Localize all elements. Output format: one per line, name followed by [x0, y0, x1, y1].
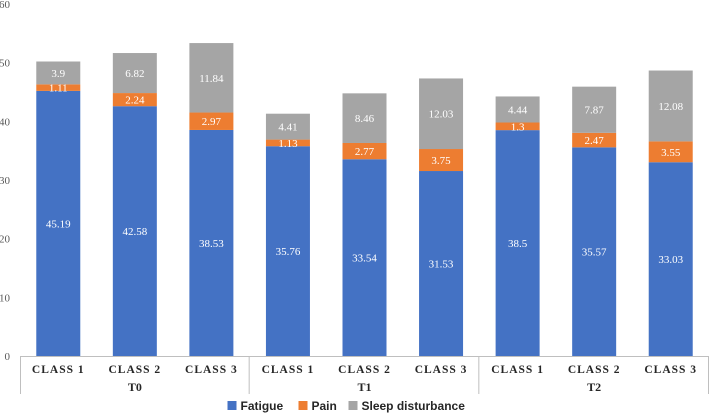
bar-sleep-disturbance [112, 53, 157, 94]
y-tick-label: 20 [0, 234, 11, 246]
category-label: CLASS 2 [568, 364, 621, 376]
data-label: 42.58 [122, 226, 147, 238]
y-tick-label: 10 [0, 292, 11, 304]
category-label: CLASS 3 [415, 364, 468, 376]
bar-sleep-disturbance [419, 78, 464, 150]
legend-swatch [298, 401, 308, 410]
group-label: T1 [357, 380, 371, 394]
bar-pain [342, 142, 387, 160]
axes: 0 10 20 30 40 50 60 [0, 0, 709, 363]
category-label: CLASS 3 [185, 364, 238, 376]
data-label: 1.13 [278, 138, 298, 150]
data-label: 38.53 [199, 238, 224, 250]
data-label: 12.03 [429, 109, 454, 121]
category-label: CLASS 3 [644, 364, 697, 376]
legend-item: Pain [312, 399, 337, 413]
data-label: 38.5 [508, 238, 528, 250]
data-label: 2.47 [585, 135, 605, 147]
category-label: CLASS 1 [32, 364, 85, 376]
category-label: CLASS 1 [491, 364, 544, 376]
bar-pain [419, 149, 464, 172]
y-tick-label: 30 [0, 175, 11, 187]
bar-pain [112, 93, 157, 107]
bar-pain [189, 112, 234, 130]
data-label: 6.82 [125, 68, 144, 80]
y-tick-label: 60 [0, 0, 11, 11]
bar-pain [36, 84, 81, 91]
data-label: 1.3 [511, 121, 525, 133]
y-tick-label: 50 [0, 58, 11, 70]
bar-sleep-disturbance [572, 86, 617, 133]
legend-swatch [348, 401, 358, 410]
bar-sleep-disturbance [648, 70, 693, 142]
bar-fatigue [265, 146, 310, 356]
data-label: 45.19 [46, 218, 71, 230]
y-tick-label: 40 [0, 116, 11, 128]
data-label: 11.84 [199, 73, 224, 85]
data-label: 2.77 [355, 146, 375, 158]
bar-fatigue [112, 106, 157, 357]
bar-fatigue [36, 90, 81, 357]
data-label: 12.08 [658, 101, 683, 113]
data-label: 3.9 [51, 68, 65, 80]
data-label: 3.55 [661, 147, 681, 159]
bar-fatigue [189, 129, 234, 356]
data-label: 2.97 [202, 116, 222, 128]
data-label: 1.11 [49, 83, 68, 95]
bar-sleep-disturbance [265, 113, 310, 140]
data-label: 33.03 [658, 254, 683, 266]
bar-pain [265, 139, 310, 147]
bar-sleep-disturbance [342, 93, 387, 143]
y-tick-label: 0 [5, 351, 11, 363]
group-label: T0 [128, 380, 142, 394]
bar-fatigue [572, 147, 617, 356]
bar-sleep-disturbance [36, 61, 81, 85]
category-label: CLASS 2 [108, 364, 161, 376]
category-label: CLASS 2 [338, 364, 391, 376]
legend-item: Sleep disturbance [362, 399, 466, 413]
bar-pain [572, 132, 617, 148]
data-label: 4.44 [508, 104, 528, 116]
bar-pain [495, 122, 540, 131]
legend-item: Fatigue [241, 399, 284, 413]
data-label: 3.75 [431, 155, 451, 167]
bar-fatigue [648, 162, 693, 356]
data-label: 31.53 [429, 259, 454, 271]
data-label: 35.76 [276, 246, 301, 258]
bar-fatigue [495, 130, 540, 356]
data-label: 8.46 [355, 113, 375, 125]
group-label: T2 [587, 380, 601, 394]
data-label: 4.41 [278, 122, 297, 134]
data-label: 33.54 [352, 253, 377, 265]
bar-fatigue [342, 159, 387, 356]
bar-sleep-disturbance [495, 96, 540, 123]
category-label: CLASS 1 [262, 364, 315, 376]
legend: Fatigue Pain Sleep disturbance [227, 399, 466, 413]
x-axis: CLASS 1 CLASS 2 CLASS 3 CLASS 1 CLASS 2 CLASS… [20, 356, 709, 394]
bar-pain [648, 141, 693, 163]
data-label: 7.87 [585, 105, 605, 117]
data-label: 35.57 [582, 247, 607, 259]
bar-sleep-disturbance [189, 43, 234, 113]
data-label: 2.24 [125, 95, 145, 107]
data-labels: 45.19 1.11 3.9 42.58 2.24 6.82 38.53 2.97 11.84 3… [46, 68, 684, 271]
bar-fatigue [419, 171, 464, 356]
legend-swatch [227, 401, 237, 410]
bars [36, 43, 693, 357]
